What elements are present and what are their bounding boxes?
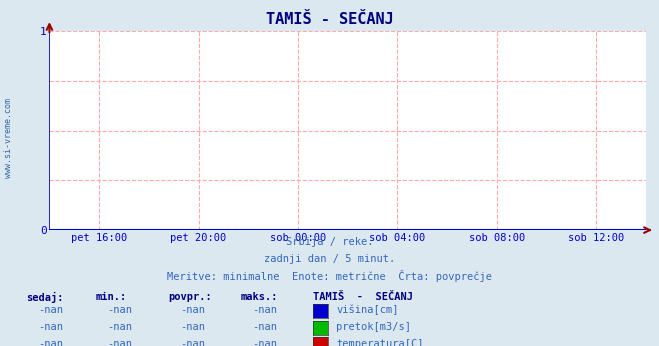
Text: sedaj:: sedaj:: [26, 292, 64, 303]
Text: zadnji dan / 5 minut.: zadnji dan / 5 minut.: [264, 254, 395, 264]
Text: -nan: -nan: [180, 306, 205, 315]
Text: Srbija / reke.: Srbija / reke.: [286, 237, 373, 247]
Text: -nan: -nan: [107, 322, 132, 332]
Text: TAMIŠ  -  SEČANJ: TAMIŠ - SEČANJ: [313, 292, 413, 302]
Text: -nan: -nan: [107, 339, 132, 346]
Text: -nan: -nan: [252, 339, 277, 346]
Text: temperatura[C]: temperatura[C]: [336, 339, 424, 346]
Text: -nan: -nan: [38, 322, 63, 332]
Text: www.si-vreme.com: www.si-vreme.com: [4, 98, 13, 179]
Text: -nan: -nan: [252, 322, 277, 332]
Text: povpr.:: povpr.:: [168, 292, 212, 302]
Text: -nan: -nan: [38, 306, 63, 315]
Text: -nan: -nan: [180, 322, 205, 332]
Text: -nan: -nan: [180, 339, 205, 346]
Text: pretok[m3/s]: pretok[m3/s]: [336, 322, 411, 332]
Text: TAMIŠ - SEČANJ: TAMIŠ - SEČANJ: [266, 12, 393, 27]
Text: maks.:: maks.:: [241, 292, 278, 302]
Text: Meritve: minimalne  Enote: metrične  Črta: povprečje: Meritve: minimalne Enote: metrične Črta:…: [167, 270, 492, 282]
Text: višina[cm]: višina[cm]: [336, 305, 399, 316]
Text: -nan: -nan: [107, 306, 132, 315]
Text: -nan: -nan: [252, 306, 277, 315]
Text: min.:: min.:: [96, 292, 127, 302]
Text: -nan: -nan: [38, 339, 63, 346]
